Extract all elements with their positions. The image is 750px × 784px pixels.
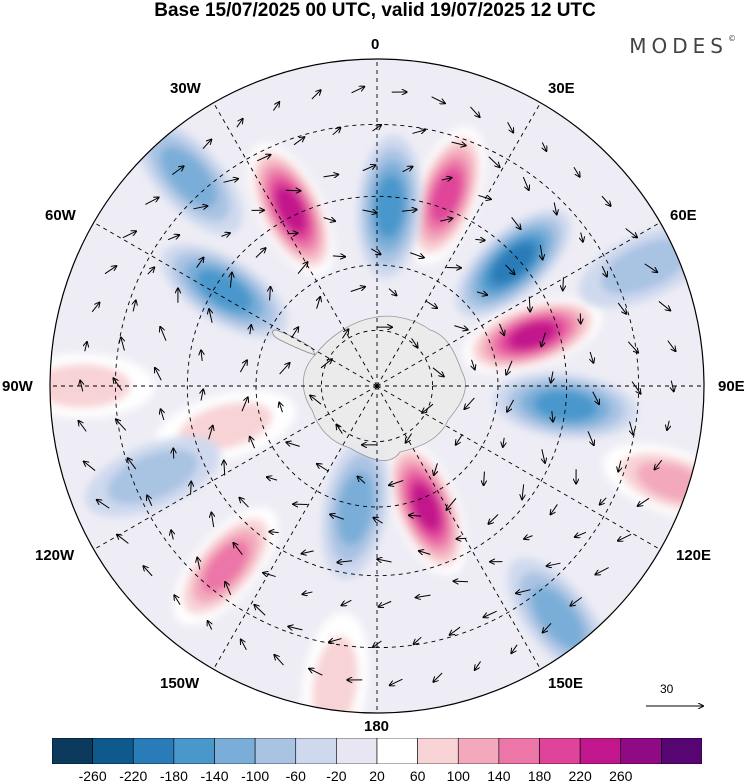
lon-label-150e: 150E	[548, 675, 583, 692]
lon-label-30w: 30W	[170, 80, 201, 97]
colorbar-segment	[215, 738, 256, 764]
lon-label-0: 0	[371, 36, 379, 53]
colorbar-tick-label: -260	[73, 768, 113, 784]
colorbar-segment	[336, 738, 377, 764]
lon-label-120w: 120W	[35, 547, 74, 564]
colorbar-tick-label: 60	[398, 768, 438, 784]
lon-label-120e: 120E	[676, 547, 711, 564]
lon-label-60e: 60E	[670, 207, 697, 224]
wind-arrow	[288, 233, 298, 234]
colorbar-tick-label: -140	[195, 768, 235, 784]
lon-label-150w: 150W	[160, 675, 199, 692]
colorbar-tick-label: 100	[438, 768, 478, 784]
graticule	[34, 43, 721, 730]
vector-scale-label: 30	[660, 682, 673, 696]
colorbar	[52, 738, 702, 764]
lon-label-60w: 60W	[45, 207, 76, 224]
colorbar-segment	[418, 738, 459, 764]
colorbar-tick-label: 20	[357, 768, 397, 784]
lon-label-90e: 90E	[718, 378, 745, 395]
colorbar-segment	[580, 738, 621, 764]
colorbar-tick-label: 260	[601, 768, 641, 784]
colorbar-segment	[174, 738, 215, 764]
colorbar-segment	[661, 738, 702, 764]
colorbar-segment	[296, 738, 337, 764]
colorbar-segment	[255, 738, 296, 764]
lon-label-30e: 30E	[548, 80, 575, 97]
wind-arrow	[191, 482, 192, 495]
page-title: Base 15/07/2025 00 UTC, valid 19/07/2025…	[0, 0, 750, 22]
colorbar-tick-label: -180	[154, 768, 194, 784]
colorbar-tick-label: -220	[113, 768, 153, 784]
wind-arrow	[456, 538, 466, 539]
brand-name: MODES	[629, 34, 728, 58]
colorbar-segment	[621, 738, 662, 764]
colorbar-segment	[458, 738, 499, 764]
wind-arrow	[563, 277, 564, 290]
brand-mark: ©	[728, 34, 736, 43]
colorbar-tick-label: 180	[520, 768, 560, 784]
wind-arrow	[286, 190, 300, 191]
colorbar-segment	[377, 738, 418, 764]
colorbar-tick-label: 140	[479, 768, 519, 784]
colorbar-segment	[540, 738, 581, 764]
colorbar-segment	[499, 738, 540, 764]
colorbar-tick-label: 220	[560, 768, 600, 784]
colorbar-segment	[93, 738, 134, 764]
colorbar-tick-label: -60	[276, 768, 316, 784]
lon-label-90w: 90W	[2, 378, 33, 395]
wind-arrow	[454, 581, 468, 582]
colorbar-segment	[52, 738, 93, 764]
colorbar-segment	[133, 738, 174, 764]
colorbar-tick-label: -100	[235, 768, 275, 784]
brand-logo: MODES©	[629, 34, 736, 58]
colorbar-tick-label: -20	[316, 768, 356, 784]
lon-label-180: 180	[364, 718, 389, 735]
